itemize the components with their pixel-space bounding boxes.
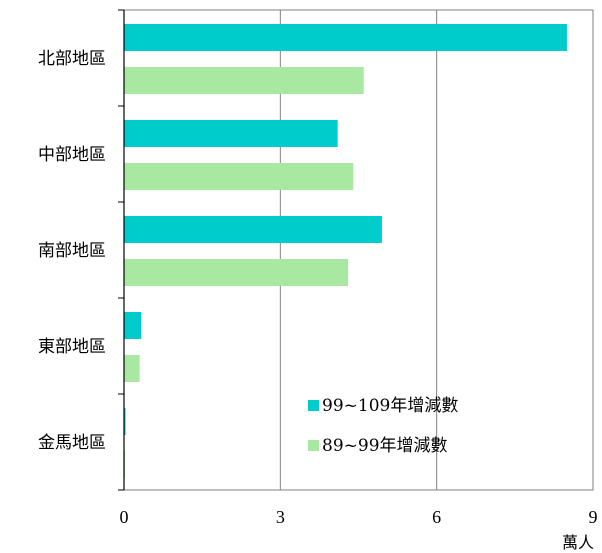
- x-tick-labels: 0 3 6 9: [120, 507, 598, 527]
- legend-swatch-series2: [308, 440, 319, 451]
- legend-label-series1: 99~109年增減數: [322, 396, 458, 416]
- bar-金馬地區-series1: [124, 408, 126, 435]
- x-axis-unit-label: 萬人: [562, 533, 594, 552]
- x-tick-label: 0: [120, 507, 129, 527]
- x-tick-label: 6: [432, 507, 441, 527]
- bar-北部地區-series2: [124, 67, 364, 94]
- category-label: 金馬地區: [38, 433, 106, 453]
- category-label: 東部地區: [38, 337, 106, 357]
- bar-北部地區-series1: [124, 24, 567, 51]
- bar-中部地區-series1: [124, 120, 338, 147]
- legend: 99~109年增減數 89~99年增減數: [308, 396, 458, 456]
- bar-東部地區-series2: [124, 355, 140, 382]
- axes: [118, 9, 594, 491]
- category-label: 中部地區: [38, 145, 106, 165]
- bar-南部地區-series1: [124, 216, 382, 243]
- category-label: 北部地區: [38, 49, 106, 69]
- bar-東部地區-series1: [124, 312, 142, 339]
- x-tick-label: 9: [589, 507, 598, 527]
- legend-swatch-series1: [308, 400, 319, 411]
- bars: [124, 24, 567, 478]
- category-label: 南部地區: [38, 241, 106, 261]
- x-tick-label: 3: [276, 507, 285, 527]
- bar-南部地區-series2: [124, 259, 349, 286]
- legend-label-series2: 89~99年增減數: [322, 436, 448, 456]
- bar-中部地區-series2: [124, 163, 354, 190]
